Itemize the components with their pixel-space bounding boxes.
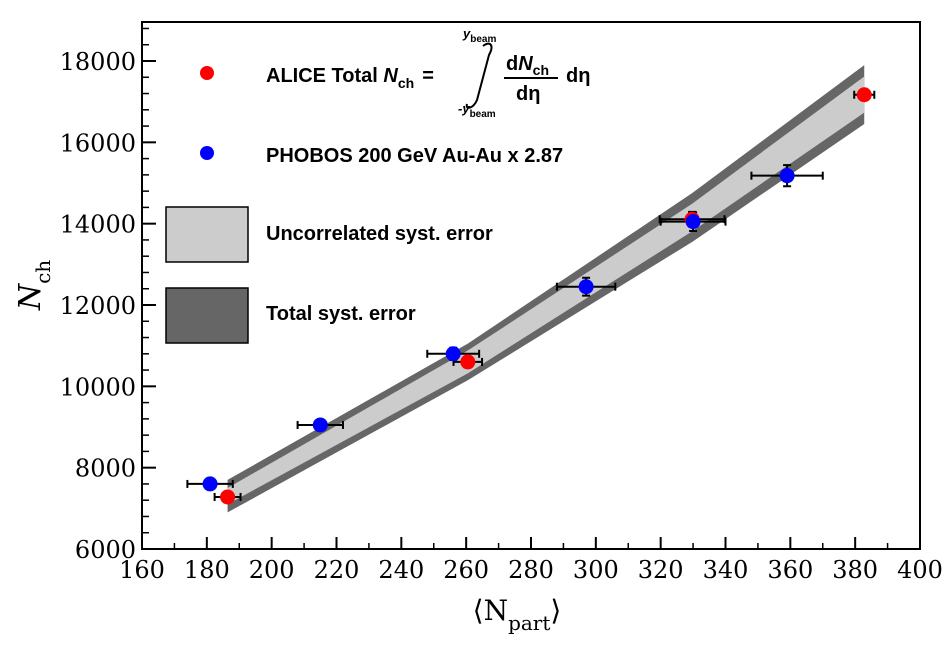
x-tick-label-240: 240	[378, 556, 424, 584]
svg-text:Nch: Nch	[13, 260, 55, 311]
y-axis-label: Nch	[13, 260, 55, 311]
d-eta: dη	[566, 65, 590, 87]
point-phobos-4	[685, 214, 701, 230]
x-tick-label-260: 260	[443, 556, 489, 584]
syst-error-bands	[227, 65, 865, 513]
y-axis-ticks: 6000 8000 10000 12000 14000 16000 18000	[60, 27, 156, 564]
integral-upper-limit: ybeam	[462, 26, 496, 45]
x-tick-label-220: 220	[314, 556, 360, 584]
x-tick-label-300: 300	[573, 556, 619, 584]
point-phobos-2	[445, 346, 461, 362]
x-tick-label-320: 320	[638, 556, 684, 584]
y-tick-label-6000: 6000	[75, 536, 136, 564]
point-phobos-0	[202, 476, 218, 492]
x-tick-label-360: 360	[767, 556, 813, 584]
x-axis-label: ⟨Npart⟩	[473, 594, 562, 635]
legend-label-phobos: PHOBOS 200 GeV Au-Au x 2.87	[266, 145, 563, 167]
legend-marker-alice	[200, 66, 214, 80]
legend-label-uncorrelated: Uncorrelated syst. error	[266, 223, 493, 245]
legend: ALICE Total Nch = ybeam -ybeam dNch dη dη…	[165, 26, 590, 344]
y-tick-label-10000: 10000	[60, 373, 136, 401]
point-phobos-3	[578, 279, 594, 295]
point-phobos-1	[312, 417, 328, 433]
legend-swatch-uncorrelated	[165, 206, 249, 263]
integral-lower-limit: -ybeam	[458, 101, 496, 120]
point-alice-1	[460, 354, 476, 370]
legend-label-alice: ALICE Total Nch =	[266, 65, 434, 91]
x-tick-label-380: 380	[832, 556, 878, 584]
fraction-numerator: dNch	[506, 53, 549, 78]
data-points	[202, 87, 872, 505]
x-tick-label-400: 400	[897, 556, 943, 584]
legend-marker-phobos	[200, 146, 214, 160]
y-tick-label-8000: 8000	[75, 455, 136, 483]
y-tick-label-16000: 16000	[60, 129, 136, 157]
point-alice-0	[220, 489, 236, 505]
x-tick-label-180: 180	[184, 556, 230, 584]
point-phobos-5	[779, 168, 795, 184]
y-tick-label-12000: 12000	[60, 292, 136, 320]
x-tick-label-200: 200	[249, 556, 295, 584]
point-alice-3	[856, 87, 872, 103]
x-tick-label-280: 280	[508, 556, 554, 584]
uncorrelated-syst-band	[227, 76, 865, 505]
legend-label-total: Total syst. error	[266, 303, 416, 325]
y-tick-label-14000: 14000	[60, 211, 136, 239]
integral-sign	[465, 42, 493, 109]
legend-swatch-total	[165, 287, 249, 344]
x-tick-label-160: 160	[119, 556, 165, 584]
x-tick-label-340: 340	[703, 556, 749, 584]
fraction-denominator: dη	[516, 83, 540, 105]
x-axis-ticks: 160 180 200 220 240 260 280 300 320 340 360 380 400	[119, 537, 943, 584]
y-tick-label-18000: 18000	[60, 48, 136, 76]
